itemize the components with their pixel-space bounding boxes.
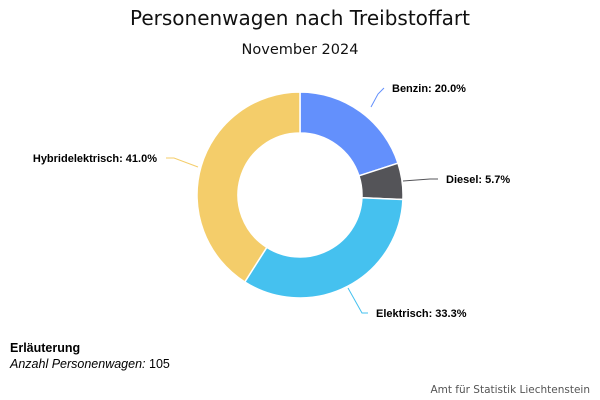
explanation-line: Anzahl Personenwagen: 105 — [10, 356, 170, 372]
explanation-key: Anzahl Personenwagen: — [10, 357, 146, 371]
slice-benzin — [299, 91, 399, 177]
explanation-value: 105 — [145, 357, 170, 371]
slice-elektrisch — [244, 196, 404, 299]
chart-subtitle: November 2024 — [241, 42, 359, 58]
data-label-diesel: Diesel: 5.7% — [446, 174, 510, 186]
data-label-hybridelektrisch: Hybridelektrisch: 41.0% — [33, 153, 157, 165]
data-label-elektrisch: Elektrisch: 33.3% — [376, 308, 467, 320]
connector-hybridelektrisch — [166, 157, 199, 168]
explanation-note: Erläuterung Anzahl Personenwagen: 105 — [10, 340, 170, 372]
connector-diesel — [402, 178, 438, 182]
connector-elektrisch — [347, 287, 368, 314]
data-label-benzin: Benzin: 20.0% — [392, 83, 466, 95]
chart-title: Personenwagen nach Treibstoffart — [129, 6, 470, 30]
connector-benzin — [370, 87, 385, 108]
source-credit: Amt für Statistik Liechtenstein — [430, 384, 590, 396]
slice-hybridelektrisch — [196, 91, 301, 283]
explanation-heading: Erläuterung — [10, 341, 81, 355]
